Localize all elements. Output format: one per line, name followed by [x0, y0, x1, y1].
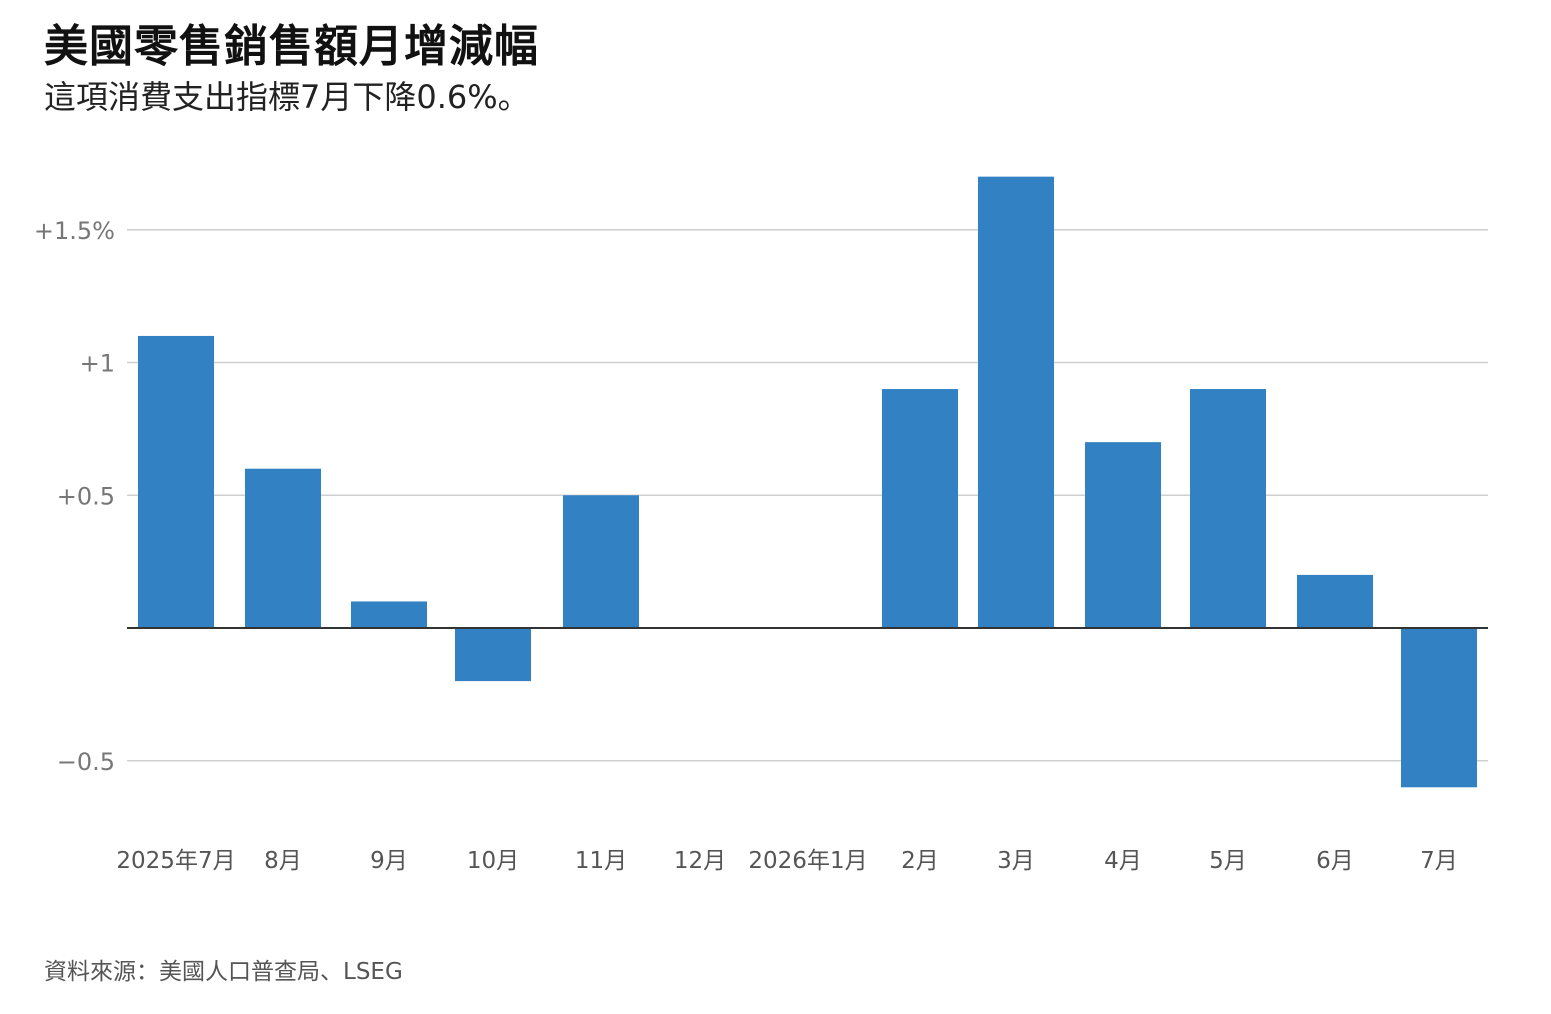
- source-note: 資料來源：美國人口普查局、LSEG: [44, 959, 403, 985]
- x-category-label: 2025年7月: [116, 848, 235, 874]
- x-category-label: 3月: [997, 848, 1035, 874]
- y-axis-tick-labels: +1.5% +1 +0.5 −0.5: [34, 217, 115, 776]
- chart-subtitle: 這項消費支出指標7月下降0.6%。: [44, 78, 530, 116]
- bar: [978, 176, 1054, 628]
- bar: [882, 389, 958, 628]
- x-category-label: 2026年1月: [748, 848, 867, 874]
- bar: [1190, 389, 1266, 628]
- x-category-label: 7月: [1420, 848, 1458, 874]
- bar: [245, 468, 321, 628]
- bar: [1085, 442, 1161, 628]
- y-tick-label: −0.5: [57, 748, 115, 776]
- x-category-label: 5月: [1209, 848, 1247, 874]
- bar: [563, 495, 639, 628]
- x-axis-category-labels: 2025年7月 8月 9月 10月 11月 12月 2026年1月 2月 3月 4月 5月 6月 7月: [116, 848, 1457, 874]
- x-category-label: 4月: [1104, 848, 1142, 874]
- y-tick-label: +1: [80, 350, 115, 378]
- y-tick-label: +0.5: [57, 482, 115, 510]
- gridlines: [127, 229, 1488, 762]
- bar: [455, 628, 531, 682]
- x-category-label: 12月: [674, 848, 726, 874]
- bars: [138, 176, 1477, 788]
- x-category-label: 9月: [370, 848, 408, 874]
- x-category-label: 6月: [1316, 848, 1354, 874]
- bar: [138, 335, 214, 628]
- bar: [351, 601, 427, 628]
- bar: [1401, 628, 1477, 788]
- x-category-label: 10月: [467, 848, 519, 874]
- y-tick-label: +1.5%: [34, 217, 115, 245]
- x-category-label: 8月: [264, 848, 302, 874]
- bar: [1297, 574, 1373, 628]
- x-category-label: 2月: [901, 848, 939, 874]
- chart-title: 美國零售銷售額月增減幅: [44, 21, 539, 72]
- x-category-label: 11月: [575, 848, 627, 874]
